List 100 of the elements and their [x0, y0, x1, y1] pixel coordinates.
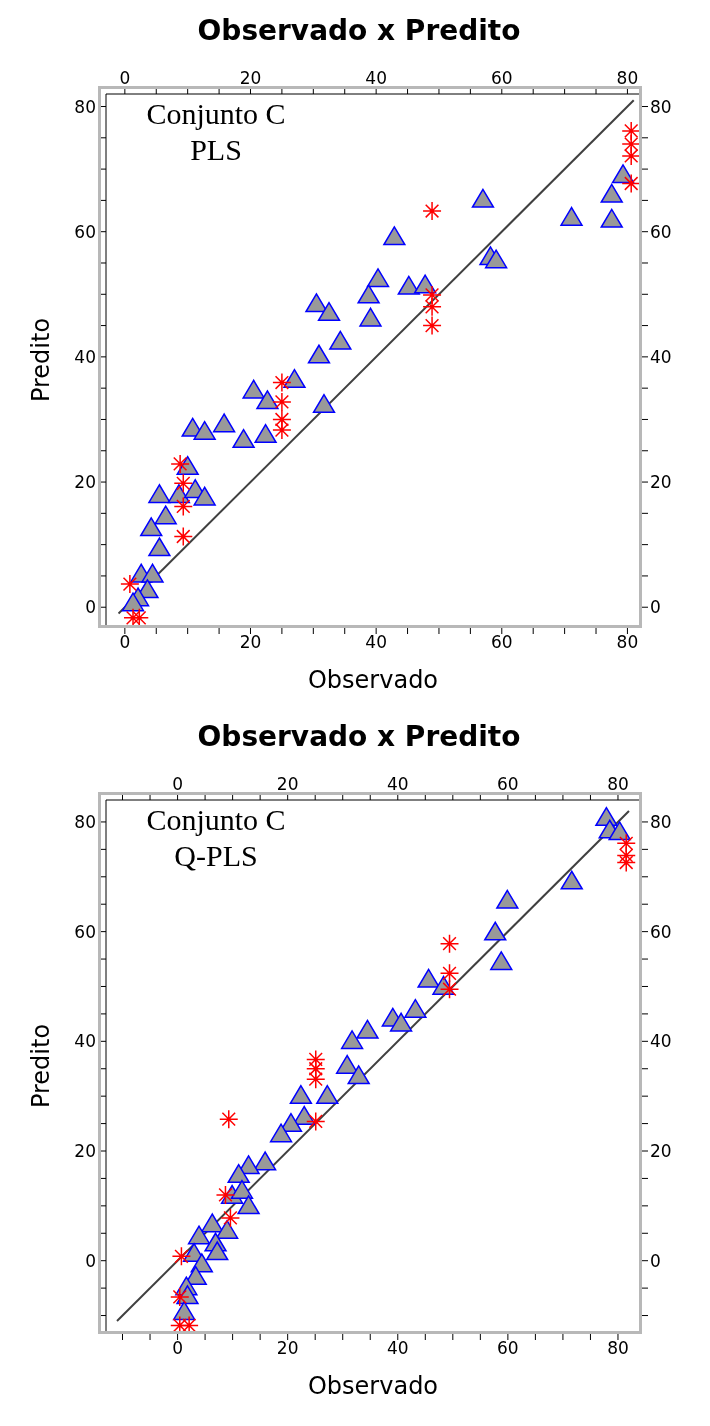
- point: [600, 208, 623, 228]
- point: [272, 372, 292, 393]
- point: [316, 1084, 339, 1105]
- point: [272, 420, 292, 440]
- y-tick-label: 0: [85, 597, 96, 618]
- y-axis-title: Predito: [26, 1023, 55, 1109]
- x-tick-label: 0: [172, 774, 183, 794]
- point: [193, 420, 216, 440]
- point: [329, 330, 352, 350]
- y-tick-label: 80: [74, 811, 96, 832]
- y2-tick-label: 80: [650, 96, 672, 117]
- point: [227, 1163, 250, 1184]
- point: [417, 968, 440, 988]
- point: [140, 517, 163, 537]
- annotation: Conjunto C: [145, 96, 287, 132]
- point: [170, 454, 190, 474]
- point: [206, 1241, 229, 1261]
- point: [307, 344, 331, 364]
- point: [621, 146, 640, 166]
- point: [193, 486, 216, 506]
- point: [484, 921, 507, 941]
- point: [232, 428, 255, 449]
- point: [496, 889, 519, 909]
- point: [283, 368, 306, 388]
- point: [335, 1054, 359, 1074]
- y2-tick-label: 40: [650, 346, 672, 367]
- point: [357, 284, 380, 304]
- chart-title: Observado x Predito: [196, 13, 522, 49]
- x2-tick-label: 80: [607, 1338, 629, 1359]
- x2-tick-label: 40: [386, 1338, 409, 1359]
- point: [490, 951, 513, 971]
- x-axis-title: Observado: [307, 666, 439, 694]
- point: [306, 1111, 326, 1132]
- x2-tick-label: 20: [276, 1338, 299, 1359]
- point: [621, 173, 640, 194]
- point: [173, 526, 194, 547]
- point: [230, 1179, 254, 1199]
- point: [383, 226, 406, 246]
- point: [397, 275, 421, 295]
- point: [404, 998, 427, 1018]
- point: [141, 563, 164, 583]
- x-tick-label: 60: [490, 68, 513, 88]
- point: [212, 413, 236, 433]
- point: [317, 301, 341, 322]
- point: [306, 1069, 326, 1089]
- x2-tick-label: 60: [497, 1338, 519, 1359]
- x-axis-title: Observado: [307, 1372, 439, 1400]
- annotation: Q-PLS: [173, 838, 259, 874]
- point: [422, 297, 442, 317]
- point: [439, 933, 460, 954]
- point: [471, 188, 495, 208]
- x2-tick-label: 0: [119, 632, 131, 653]
- y2-tick-label: 0: [650, 597, 661, 618]
- point: [148, 484, 171, 504]
- annotation: Conjunto C: [145, 802, 287, 838]
- point: [356, 1019, 379, 1039]
- y2-tick-label: 60: [650, 921, 672, 942]
- x-tick-label: 80: [616, 68, 639, 88]
- y2-tick-label: 20: [650, 1141, 672, 1162]
- point: [173, 473, 194, 494]
- x2-tick-label: 20: [239, 632, 262, 653]
- y2-tick-label: 40: [650, 1031, 672, 1052]
- point: [215, 1219, 239, 1239]
- y-tick-label: 60: [74, 221, 96, 242]
- point: [389, 1012, 413, 1032]
- y-tick-label: 20: [74, 472, 96, 493]
- y2-tick-label: 20: [650, 472, 672, 493]
- point: [219, 1109, 239, 1129]
- x-tick-label: 40: [386, 774, 409, 794]
- point: [422, 315, 442, 336]
- y-tick-label: 80: [74, 96, 96, 117]
- point: [306, 1058, 326, 1079]
- x2-tick-label: 60: [490, 632, 513, 653]
- x-tick-label: 0: [119, 68, 131, 88]
- point: [422, 201, 442, 221]
- point: [560, 870, 583, 890]
- point: [272, 392, 292, 412]
- y2-tick-label: 80: [650, 811, 672, 832]
- point: [254, 423, 277, 444]
- x2-tick-label: 40: [365, 632, 387, 653]
- annotation: PLS: [189, 132, 243, 168]
- y-tick-label: 40: [74, 1031, 96, 1052]
- point: [201, 1213, 224, 1233]
- y-tick-label: 0: [85, 1250, 96, 1271]
- point: [237, 1195, 260, 1215]
- point: [179, 1315, 199, 1332]
- y-tick-label: 40: [74, 346, 96, 367]
- point: [170, 1315, 190, 1332]
- point: [173, 496, 194, 517]
- x-tick-label: 20: [276, 774, 299, 794]
- point: [256, 390, 279, 410]
- point: [129, 608, 150, 626]
- point: [616, 852, 636, 873]
- point: [120, 574, 140, 594]
- x-tick-label: 60: [497, 774, 519, 794]
- y-axis-title: Predito: [26, 317, 55, 403]
- y-tick-label: 60: [74, 921, 96, 942]
- point: [312, 393, 336, 414]
- point: [148, 537, 171, 557]
- point: [269, 1123, 293, 1143]
